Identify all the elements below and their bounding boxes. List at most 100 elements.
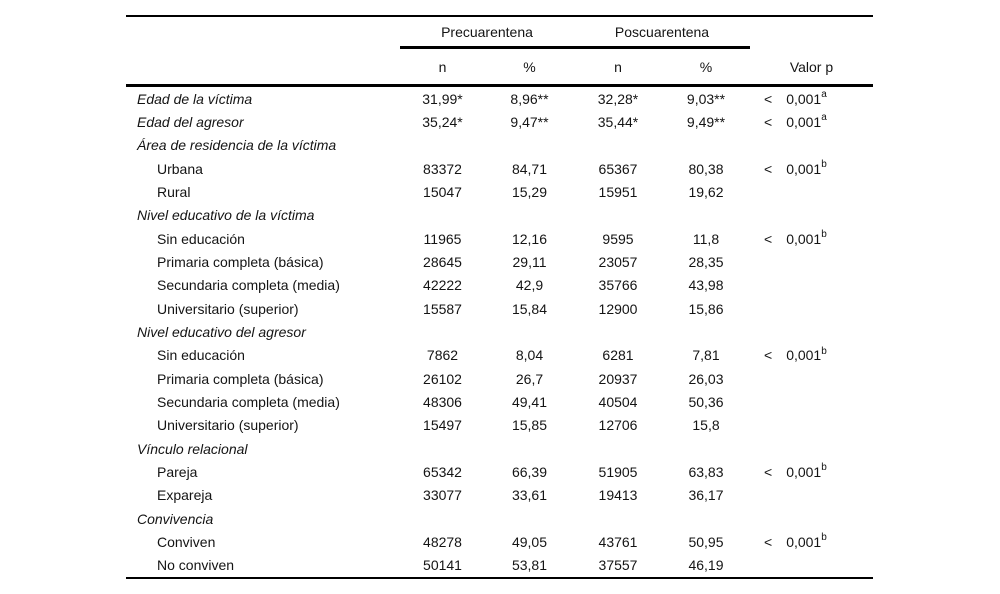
group-underline-rule <box>400 46 750 49</box>
cell-n-pre: 48306 <box>423 393 462 410</box>
cell-pct-pre: 42,9 <box>515 277 544 294</box>
column-header-row: n % n % Valor p <box>126 49 873 84</box>
cell-n-pos: 40504 <box>598 393 638 410</box>
cell-pct-pre: 33,61 <box>511 487 548 504</box>
p-footnote-marker: a <box>821 112 827 124</box>
p-value: 0,001b <box>786 532 827 550</box>
p-footnote-marker: a <box>821 89 827 100</box>
cell-pct-pos: 15,8 <box>692 417 720 434</box>
cell-n-pos: 37557 <box>598 557 638 574</box>
cell-n-pre: 33077 <box>423 487 462 504</box>
cell-pct-pos: 9,49** <box>686 113 726 130</box>
cell-pct-pos: 26,03 <box>688 370 724 387</box>
table-row: Secundaria completa (media) 42222 42,9 3576… <box>126 274 873 297</box>
row-label: Sin educación <box>157 230 245 247</box>
cell-n-pos: 12706 <box>598 417 638 434</box>
cell-n-pos: 32,28* <box>597 90 639 107</box>
p-value: 0,001a <box>786 89 827 107</box>
table-body: Edad de la víctima 31,99* 8,96** 32,28* 9,03… <box>126 87 873 577</box>
cell-pct-pre: 15,84 <box>511 300 548 317</box>
cell-pct-pos: 19,62 <box>688 183 724 200</box>
table-row: Edad del agresor 35,24* 9,47** 35,44* 9,49**… <box>126 110 873 133</box>
table-row: Urbana 83372 84,71 65367 80,38 <0,001b <box>126 157 873 180</box>
table-row: Secundaria completa (media) 48306 49,41 405… <box>126 390 873 413</box>
cell-n-pos: 12900 <box>598 300 638 317</box>
cell-n-pos: 6281 <box>602 347 634 364</box>
cell-n-pos: 43761 <box>598 533 638 550</box>
col-header-n-pos: n <box>614 58 622 75</box>
row-label: Nivel educativo del agresor <box>137 323 306 340</box>
row-label: Conviven <box>157 533 216 550</box>
col-header-valor-p: Valor p <box>789 58 834 75</box>
cell-n-pos: 20937 <box>598 370 638 387</box>
row-label: Expareja <box>157 487 213 504</box>
cell-pct-pos: 50,36 <box>688 393 724 410</box>
row-label: Sin educación <box>157 347 245 364</box>
table-row: Primaria completa (básica) 26102 26,7 20937… <box>126 367 873 390</box>
bottom-rule <box>126 576 873 579</box>
cell-n-pre: 7862 <box>426 347 459 364</box>
cell-pct-pos: 46,19 <box>688 557 724 574</box>
p-less-than-sign: < <box>764 347 773 364</box>
cell-n-pos: 35,44* <box>597 113 639 130</box>
table-row: Universitario (superior) 15497 15,85 12706 1… <box>126 414 873 437</box>
p-footnote-marker: b <box>821 228 827 240</box>
row-label: Área de residencia de la víctima <box>137 137 337 154</box>
col-header-n-pre: n <box>438 58 447 75</box>
col-header-pct-pos: % <box>699 58 713 75</box>
cell-n-pre: 15497 <box>423 417 462 434</box>
col-header-pct-pre: % <box>523 58 536 75</box>
cell-pct-pre: 12,16 <box>511 230 548 247</box>
statistics-table: Precuarentena Poscuarentena n % n % Valo… <box>126 15 873 579</box>
row-label: Secundaria completa (media) <box>157 277 340 294</box>
cell-valor-p: <0,001b <box>750 345 873 364</box>
p-value: 0,001a <box>786 112 827 130</box>
p-less-than-sign: < <box>764 90 773 107</box>
cell-pct-pre: 29,11 <box>512 253 547 270</box>
p-footnote-marker: b <box>821 158 827 170</box>
row-label: Primaria completa (básica) <box>157 370 324 387</box>
p-footnote-marker: b <box>821 462 827 474</box>
cell-pct-pre: 26,7 <box>515 370 544 387</box>
cell-pct-pre: 8,96** <box>510 90 549 107</box>
cell-pct-pos: 36,17 <box>688 487 724 504</box>
cell-n-pos: 15951 <box>598 183 638 200</box>
table-row: Pareja 65342 66,39 51905 63,83 <0,001b <box>126 460 873 483</box>
table-row: Primaria completa (básica) 28645 29,11 2305… <box>126 250 873 273</box>
cell-pct-pos: 28,35 <box>688 253 724 270</box>
cell-n-pos: 9595 <box>602 230 634 247</box>
cell-n-pre: 83372 <box>423 160 462 177</box>
table-row: Expareja 33077 33,61 19413 36,17 <box>126 484 873 507</box>
row-label: Urbana <box>157 160 203 177</box>
cell-pct-pos: 15,86 <box>688 300 724 317</box>
row-label: Secundaria completa (media) <box>157 393 340 410</box>
cell-n-pre: 48278 <box>423 533 462 550</box>
header-rule <box>126 84 873 87</box>
p-value: 0,001b <box>786 345 827 364</box>
row-label: Pareja <box>157 463 198 480</box>
cell-pct-pre: 15,85 <box>511 417 548 434</box>
cell-pct-pos: 7,81 <box>692 347 720 364</box>
cell-n-pre: 28645 <box>423 253 462 270</box>
p-value: 0,001b <box>786 228 827 247</box>
table-row: Conviven 48278 49,05 43761 50,95 <0,001b <box>126 530 873 553</box>
cell-pct-pos: 80,38 <box>688 160 724 177</box>
row-label: Universitario (superior) <box>157 417 299 434</box>
group-header-poscuarentena: Poscuarentena <box>614 23 710 40</box>
cell-pct-pre: 66,39 <box>511 463 548 480</box>
table-row: Sin educación 7862 8,04 6281 7,81 <0,001b <box>126 344 873 367</box>
cell-n-pre: 65342 <box>423 463 462 480</box>
table-row: Edad de la víctima 31,99* 8,96** 32,28* 9,03… <box>126 87 873 110</box>
p-footnote-marker: b <box>821 345 827 357</box>
table-row: Universitario (superior) 15587 15,84 12900 1… <box>126 297 873 320</box>
row-label: Edad del agresor <box>137 113 244 130</box>
p-value: 0,001b <box>786 158 827 177</box>
cell-pct-pre: 49,05 <box>511 533 548 550</box>
p-less-than-sign: < <box>764 533 773 550</box>
cell-n-pre: 15587 <box>423 300 462 317</box>
table-row: Sin educación 11965 12,16 9595 11,8 <0,001b <box>126 227 873 250</box>
cell-n-pos: 23057 <box>598 253 638 270</box>
table-row: Rural 15047 15,29 15951 19,62 <box>126 180 873 203</box>
row-label: Nivel educativo de la víctima <box>137 207 315 224</box>
table-row: Nivel educativo de la víctima <box>126 204 873 227</box>
